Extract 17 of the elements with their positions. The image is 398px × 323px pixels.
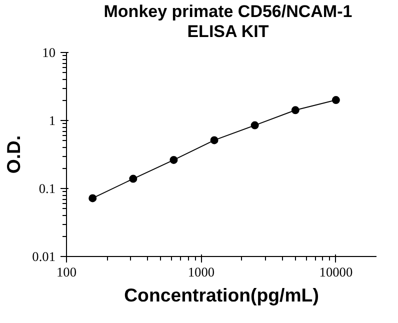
y-axis-title: O.D. bbox=[3, 135, 24, 174]
y-tick-label: 1 bbox=[48, 113, 56, 128]
point bbox=[88, 194, 97, 202]
y-tick-label: 0.1 bbox=[38, 181, 56, 196]
point bbox=[210, 136, 218, 144]
point bbox=[291, 106, 300, 114]
point bbox=[332, 96, 340, 104]
x-tick-label: 1000 bbox=[188, 264, 215, 280]
x-tick-label: 10000 bbox=[319, 264, 353, 280]
chart-title: Monkey primate CD56/NCAM-1 ELISA KIT bbox=[104, 2, 352, 42]
x-axis-title: Concentration(pg/mL) bbox=[124, 284, 319, 306]
point bbox=[170, 156, 178, 164]
point bbox=[129, 174, 138, 183]
y-tick-label: 10 bbox=[42, 45, 56, 60]
point bbox=[250, 121, 259, 130]
y-tick-label: 0.01 bbox=[32, 249, 56, 264]
x-tick-label: 100 bbox=[56, 264, 77, 280]
